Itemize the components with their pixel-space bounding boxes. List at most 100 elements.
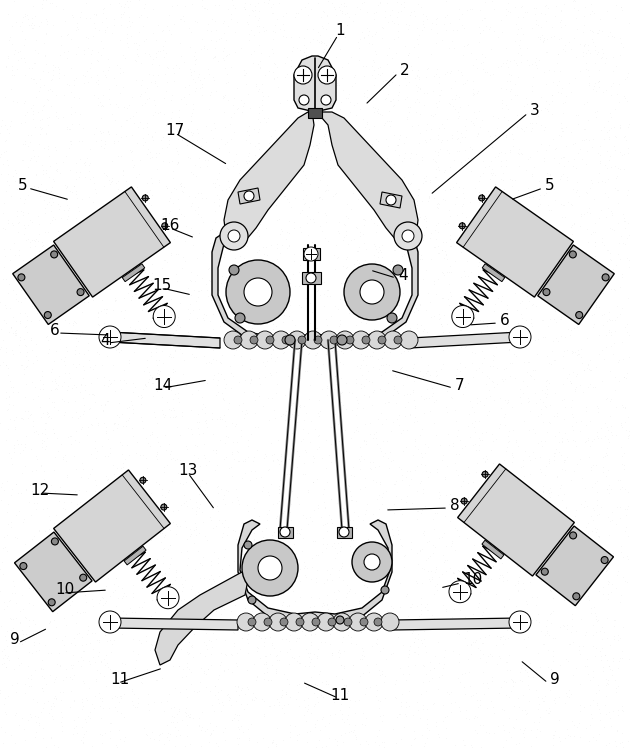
Point: [160, 491, 170, 503]
Point: [130, 702, 140, 714]
Point: [188, 712, 198, 724]
Point: [129, 328, 139, 340]
Point: [413, 505, 423, 517]
Point: [162, 459, 172, 471]
Point: [168, 505, 178, 517]
Point: [287, 438, 297, 450]
Point: [571, 663, 581, 675]
Point: [66, 62, 76, 74]
Text: 1: 1: [335, 22, 345, 37]
Point: [50, 213, 60, 225]
Point: [194, 712, 204, 724]
Point: [112, 243, 122, 255]
Point: [259, 622, 269, 634]
Point: [506, 731, 516, 743]
Point: [57, 726, 67, 738]
Point: [243, 129, 253, 141]
Point: [489, 485, 499, 497]
Point: [241, 404, 251, 416]
Point: [271, 663, 281, 675]
Point: [413, 633, 423, 645]
Point: [193, 303, 203, 315]
Point: [493, 230, 503, 242]
Point: [531, 59, 541, 71]
Point: [313, 114, 323, 126]
Point: [254, 123, 264, 135]
Point: [316, 174, 326, 186]
Point: [474, 694, 484, 706]
Point: [98, 592, 108, 604]
Point: [476, 613, 486, 625]
Point: [449, 592, 459, 604]
Point: [203, 154, 214, 166]
Point: [590, 477, 600, 489]
Point: [387, 307, 398, 319]
Point: [46, 205, 56, 217]
Point: [546, 586, 556, 598]
Point: [587, 525, 597, 537]
Polygon shape: [302, 272, 321, 284]
Point: [54, 647, 64, 659]
Point: [555, 292, 565, 304]
Point: [146, 519, 156, 531]
Point: [324, 77, 334, 89]
Point: [100, 269, 110, 281]
Point: [417, 154, 427, 166]
Point: [367, 640, 377, 652]
Point: [434, 248, 444, 260]
Point: [478, 168, 488, 180]
Point: [359, 579, 369, 591]
Point: [483, 585, 493, 597]
Point: [560, 96, 570, 108]
Point: [426, 48, 436, 60]
Point: [409, 725, 419, 737]
Point: [353, 37, 364, 49]
Point: [164, 562, 174, 574]
Point: [7, 586, 17, 598]
Point: [7, 344, 17, 356]
Point: [31, 184, 41, 196]
Point: [567, 613, 577, 625]
Point: [109, 72, 119, 84]
Point: [71, 349, 81, 361]
Point: [151, 105, 161, 117]
Point: [263, 674, 273, 686]
Point: [333, 79, 343, 91]
Point: [453, 346, 463, 358]
Point: [445, 210, 455, 222]
Point: [402, 91, 412, 102]
Point: [145, 565, 155, 577]
Point: [106, 108, 117, 120]
Point: [374, 68, 384, 80]
Point: [159, 92, 169, 104]
Point: [424, 191, 434, 203]
Point: [75, 108, 85, 120]
Point: [31, 168, 41, 180]
Point: [387, 4, 398, 16]
Point: [69, 696, 79, 708]
Point: [452, 209, 462, 221]
Point: [14, 637, 24, 649]
Point: [389, 478, 399, 490]
Point: [611, 401, 621, 413]
Point: [607, 207, 617, 219]
Polygon shape: [110, 332, 220, 348]
Point: [103, 53, 113, 65]
Point: [562, 174, 572, 186]
Point: [559, 256, 569, 268]
Point: [471, 497, 481, 509]
Point: [226, 605, 236, 617]
Point: [619, 447, 629, 459]
Point: [202, 43, 212, 55]
Point: [394, 133, 404, 145]
Point: [486, 183, 496, 194]
Point: [82, 694, 92, 706]
Point: [18, 154, 28, 166]
Point: [597, 51, 607, 63]
Point: [364, 123, 374, 135]
Point: [254, 84, 264, 96]
Point: [575, 597, 585, 609]
Point: [71, 166, 81, 178]
Point: [177, 671, 187, 683]
Point: [542, 627, 552, 639]
